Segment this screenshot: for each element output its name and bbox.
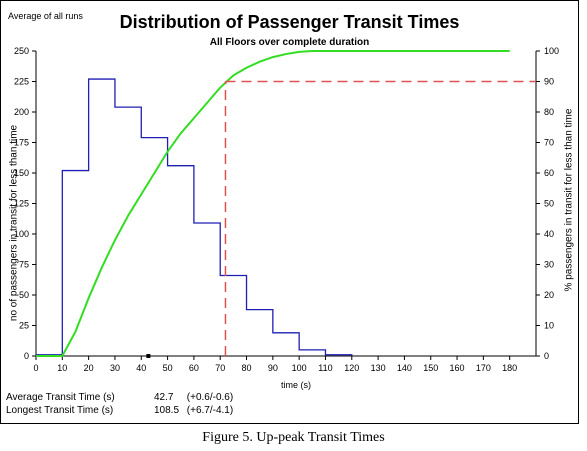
y-tick-label-left: 50 [19,290,29,300]
x-tick-label: 70 [215,363,225,373]
x-tick-label: 160 [450,363,465,373]
x-tick-label: 50 [163,363,173,373]
y-tick-label-left: 250 [14,46,29,56]
x-tick-label: 80 [242,363,252,373]
chart-subtitle: All Floors over complete duration [209,37,370,48]
y-tick-label-right: 0 [544,351,549,361]
chart-title: Distribution of Passenger Transit Times [119,12,460,32]
stat-longest-transit: Longest Transit Time (s) 108.5 (+6.7/-4.1… [6,405,233,416]
y-tick-label-right: 60 [544,168,554,178]
y-tick-label-left: 150 [14,168,29,178]
mean-marker [146,354,151,358]
y-tick-label-right: 80 [544,107,554,117]
y-tick-label-left: 100 [14,229,29,239]
y-tick-label-right: 70 [544,138,554,148]
stat-average-transit: Average Transit Time (s) 42.7 (+0.6/-0.6) [6,392,233,403]
x-tick-label: 10 [57,363,67,373]
x-tick-label: 150 [423,363,438,373]
x-tick-label: 140 [397,363,412,373]
corner-label: Average of all runs [8,11,83,21]
y-tick-label-left: 75 [19,260,29,270]
x-tick-label: 20 [84,363,94,373]
x-tick-label: 0 [33,363,38,373]
x-tick-label: 90 [268,363,278,373]
x-tick-label: 60 [189,363,199,373]
stat-label: Longest Transit Time (s) [6,405,114,416]
x-tick-label: 110 [318,363,332,373]
stat-value: 42.7 [154,392,174,403]
stat-range: (+0.6/-0.6) [186,392,234,403]
y-tick-label-right: 10 [544,321,554,331]
x-tick-label: 130 [371,363,386,373]
cumulative-series [36,50,510,357]
transit-time-chart: 0 10 20 30 40 50 60 70 80 90 100 110 120 130 140 150 160… [14,46,559,373]
chart-frame [0,0,579,424]
stat-label: Average Transit Time (s) [6,392,115,403]
y-tick-label-right: 40 [544,229,554,239]
x-tick-label: 170 [476,363,491,373]
y-tick-label-right: 30 [544,260,554,270]
stat-range: (+6.7/-4.1) [186,405,234,416]
y-tick-label-left: 125 [14,199,29,209]
y-tick-label-right: 100 [544,46,559,56]
x-tick-label: 30 [110,363,120,373]
x-tick-label: 120 [344,363,359,373]
y-tick-label-left: 25 [19,321,29,331]
y-tick-label-left: 225 [14,77,29,87]
histogram-series [36,78,353,356]
y-tick-label-left: 0 [24,351,29,361]
stat-value: 108.5 [154,405,180,416]
x-axis-label: time (s) [281,380,311,390]
x-tick-label: 40 [136,363,146,373]
x-tick-label: 180 [502,363,517,373]
y-tick-label-right: 90 [544,77,554,87]
y-tick-label-left: 200 [14,107,29,117]
x-tick-label: 100 [292,363,307,373]
y-tick-label-right: 20 [544,290,554,300]
y-tick-label-right: 50 [544,199,554,209]
figure-caption: Figure 5. Up-peak Transit Times [202,430,385,445]
y-tick-label-left: 175 [14,138,29,148]
